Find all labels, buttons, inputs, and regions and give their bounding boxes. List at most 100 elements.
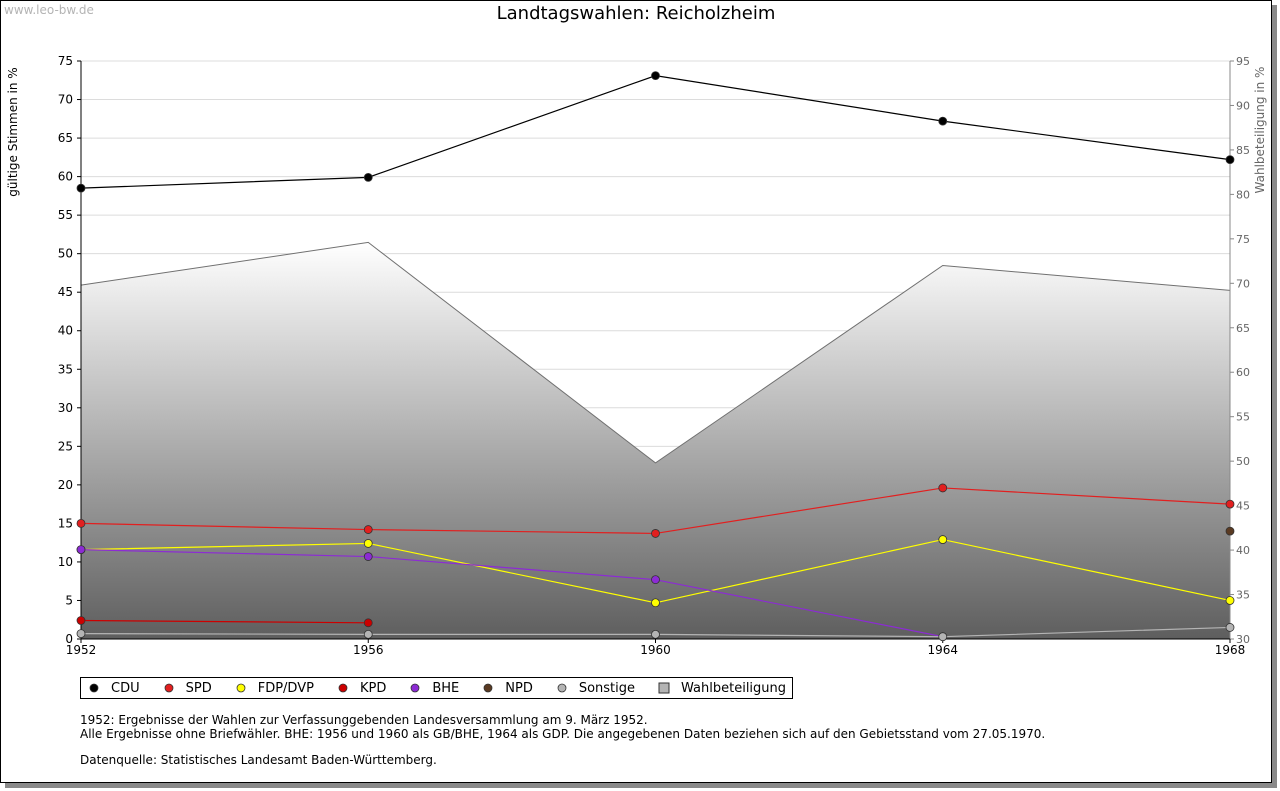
- point-cdu: [938, 116, 948, 126]
- y-tick-label: 20: [58, 478, 73, 492]
- y2-tick-label: 40: [1236, 544, 1250, 557]
- legend-label-fdp-dvp: FDP/DVP: [257, 680, 314, 696]
- y2-tick-label: 70: [1236, 277, 1250, 290]
- point-bhe: [76, 545, 86, 555]
- watermark: www.leo-bw.de: [4, 3, 94, 17]
- y-tick-label: 0: [65, 632, 73, 646]
- legend-item-npd: NPD: [481, 681, 533, 696]
- y2-tick-label: 75: [1236, 233, 1250, 246]
- legend-item-cdu: CDU: [87, 681, 140, 696]
- legend-item-kpd: KPD: [336, 681, 386, 696]
- legend-marker-bhe: [408, 681, 422, 695]
- legend-marker-wahlbeteiligung: [657, 681, 671, 695]
- x-tick-label: 1952: [66, 643, 97, 657]
- y-tick-label: 60: [58, 170, 73, 184]
- legend-marker-spd: [162, 681, 176, 695]
- legend-marker-fdp-dvp: [234, 681, 248, 695]
- point-spd: [651, 529, 660, 538]
- note-line-1: 1952: Ergebnisse der Wahlen zur Verfassu…: [80, 713, 648, 727]
- y2-axis-label: Wahlbeteiligung in %: [1253, 67, 1267, 194]
- y-tick-label: 70: [58, 93, 73, 107]
- point-spd: [1225, 499, 1235, 509]
- series-kpd: [76, 616, 373, 628]
- point-fdp-dvp: [363, 539, 373, 548]
- y2-tick-label: 85: [1236, 144, 1250, 157]
- point-spd: [76, 519, 86, 528]
- legend-marker-sonstige: [555, 681, 569, 695]
- y-tick-label: 5: [65, 593, 73, 607]
- legend-label-bhe: BHE: [432, 680, 460, 696]
- y-tick-label: 30: [58, 401, 73, 415]
- y2-tick-label: 30: [1236, 633, 1250, 646]
- x-tick-label: 1960: [640, 643, 671, 657]
- y2-tick-label: 95: [1236, 55, 1250, 68]
- legend-marker-kpd: [336, 681, 350, 695]
- point-cdu: [76, 183, 86, 193]
- point-sonstige: [651, 629, 660, 639]
- legend-label-spd: SPD: [185, 680, 212, 696]
- point-kpd: [76, 616, 86, 625]
- point-cdu: [651, 71, 660, 81]
- point-bhe: [651, 575, 660, 585]
- point-kpd: [363, 618, 373, 628]
- series-layer: [76, 71, 1235, 642]
- series-line-cdu: [80, 75, 1231, 189]
- legend-label-sonstige: Sonstige: [578, 680, 636, 696]
- legend-item-fdp-dvp: FDP/DVP: [234, 681, 314, 696]
- legend-item-wahlbeteiligung: Wahlbeteiligung: [657, 681, 786, 696]
- y-tick-label: 65: [58, 131, 73, 145]
- y2-tick-label: 65: [1236, 322, 1250, 335]
- legend-marker-npd: [481, 681, 495, 695]
- source-note: Datenquelle: Statistisches Landesamt Bad…: [80, 753, 437, 767]
- y-tick-label: 15: [58, 516, 73, 530]
- series-line-kpd: [80, 619, 369, 624]
- series-sonstige: [76, 623, 1235, 642]
- point-sonstige: [1225, 623, 1235, 632]
- y2-tick-label: 80: [1236, 188, 1250, 201]
- point-sonstige: [76, 629, 86, 639]
- legend-label-kpd: KPD: [359, 680, 387, 696]
- point-sonstige: [363, 629, 373, 639]
- y-tick-label: 10: [58, 555, 73, 569]
- point-cdu: [1225, 155, 1235, 165]
- point-cdu: [363, 172, 373, 182]
- point-fdp-dvp: [1225, 596, 1235, 605]
- point-npd: [1225, 526, 1235, 536]
- legend-item-bhe: BHE: [408, 681, 459, 696]
- point-bhe: [363, 552, 373, 561]
- legend-item-sonstige: Sonstige: [555, 681, 635, 696]
- legend-label-wahlbeteiligung: Wahlbeteiligung: [681, 680, 787, 696]
- y2-tick-label: 35: [1236, 589, 1250, 602]
- y2-tick-label: 90: [1236, 99, 1250, 112]
- y-tick-label: 50: [58, 247, 73, 261]
- y-tick-label: 25: [58, 439, 73, 453]
- series-npd: [1225, 526, 1235, 536]
- y-tick-label: 75: [58, 54, 73, 68]
- legend-label-npd: NPD: [505, 680, 533, 696]
- legend-label-cdu: CDU: [111, 680, 140, 696]
- chart-title: Landtagswahlen: Reicholzheim: [496, 3, 776, 24]
- series-cdu: [76, 71, 1235, 193]
- point-spd: [363, 525, 373, 534]
- y-tick-label: 45: [58, 285, 73, 299]
- point-fdp-dvp: [651, 598, 660, 608]
- turnout-line: [80, 241, 1231, 464]
- point-fdp-dvp: [938, 535, 948, 544]
- y-tick-label: 40: [58, 324, 73, 338]
- y2-tick-label: 45: [1236, 500, 1250, 513]
- y2-tick-label: 50: [1236, 455, 1250, 468]
- x-tick-label: 1956: [353, 643, 384, 657]
- y-tick-label: 55: [58, 208, 73, 222]
- series-line-bhe: [80, 549, 943, 638]
- series-spd: [76, 483, 1235, 538]
- x-tick-label: 1964: [927, 643, 958, 657]
- point-spd: [938, 483, 948, 493]
- y-tick-label: 35: [58, 362, 73, 376]
- y2-tick-label: 60: [1236, 366, 1250, 379]
- legend-item-spd: SPD: [162, 681, 212, 696]
- note-line-2: Alle Ergebnisse ohne Briefwähler. BHE: 1…: [80, 727, 1046, 741]
- x-tick-label: 1968: [1215, 643, 1246, 657]
- y-axis-label: gültige Stimmen in %: [6, 67, 20, 196]
- point-sonstige: [938, 632, 948, 642]
